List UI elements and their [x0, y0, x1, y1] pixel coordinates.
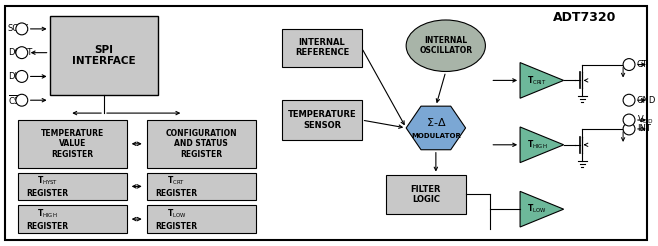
Bar: [147, 120, 255, 168]
Text: 2: 2: [19, 48, 24, 57]
Circle shape: [16, 47, 28, 59]
Text: INTERNAL
OSCILLATOR: INTERNAL OSCILLATOR: [419, 36, 472, 55]
Circle shape: [623, 94, 635, 106]
Text: T$_{\mathsf{HIGH}}$
REGISTER: T$_{\mathsf{HIGH}}$ REGISTER: [26, 208, 68, 231]
Bar: [18, 172, 127, 200]
Circle shape: [16, 94, 28, 106]
Text: 4: 4: [19, 96, 24, 105]
Ellipse shape: [406, 20, 486, 72]
Bar: [49, 16, 159, 95]
Circle shape: [623, 114, 635, 126]
Text: SCLK: SCLK: [8, 24, 29, 33]
Text: TEMPERATURE
SENSOR: TEMPERATURE SENSOR: [288, 110, 356, 130]
Text: 8: 8: [626, 117, 632, 123]
Text: 1: 1: [19, 24, 24, 33]
Text: SPI
INTERFACE: SPI INTERFACE: [72, 45, 136, 66]
Text: DOUT: DOUT: [8, 48, 32, 57]
Text: T$_{\mathsf{CRT}}$
REGISTER: T$_{\mathsf{CRT}}$ REGISTER: [155, 175, 197, 198]
Text: INT: INT: [637, 124, 651, 133]
Text: ADT7320: ADT7320: [553, 11, 616, 24]
Text: 7: 7: [626, 97, 632, 103]
Polygon shape: [406, 106, 466, 150]
Text: CT: CT: [637, 60, 648, 69]
Text: CONFIGURATION
AND STATUS
REGISTER: CONFIGURATION AND STATUS REGISTER: [165, 129, 237, 159]
Bar: [147, 172, 255, 200]
Text: TEMPERATURE
VALUE
REGISTER: TEMPERATURE VALUE REGISTER: [41, 129, 104, 159]
Bar: [18, 205, 127, 233]
Text: T$_{\mathsf{LOW}}$
REGISTER: T$_{\mathsf{LOW}}$ REGISTER: [155, 208, 197, 231]
Text: MODULATOR: MODULATOR: [411, 133, 461, 139]
Text: T$_{\mathsf{HIGH}}$: T$_{\mathsf{HIGH}}$: [526, 138, 547, 151]
Text: 6: 6: [626, 62, 632, 68]
Text: T$_{\mathsf{HYST}}$
REGISTER: T$_{\mathsf{HYST}}$ REGISTER: [26, 175, 68, 198]
Circle shape: [16, 23, 28, 35]
Polygon shape: [520, 191, 564, 227]
Bar: [282, 100, 362, 140]
Text: INTERNAL
REFERENCE: INTERNAL REFERENCE: [295, 38, 349, 57]
Bar: [282, 29, 362, 66]
Text: T$_{\mathsf{LOW}}$: T$_{\mathsf{LOW}}$: [527, 203, 547, 215]
Polygon shape: [520, 62, 564, 98]
Bar: [386, 174, 466, 214]
Polygon shape: [520, 127, 564, 163]
Bar: [18, 120, 127, 168]
Text: GND: GND: [637, 96, 656, 105]
Circle shape: [623, 59, 635, 71]
Circle shape: [623, 123, 635, 135]
Text: T$_{\mathsf{CRIT}}$: T$_{\mathsf{CRIT}}$: [527, 74, 547, 87]
Text: FILTER
LOGIC: FILTER LOGIC: [411, 185, 442, 204]
Text: $\overline{\mathrm{CS}}$: $\overline{\mathrm{CS}}$: [8, 93, 21, 107]
Text: $\Sigma$-$\Delta$: $\Sigma$-$\Delta$: [426, 116, 446, 128]
Text: V$_{\mathsf{DD}}$: V$_{\mathsf{DD}}$: [637, 114, 653, 126]
Bar: [147, 205, 255, 233]
Circle shape: [16, 71, 28, 82]
Text: DIN: DIN: [8, 72, 23, 81]
Text: 5: 5: [626, 126, 632, 132]
Text: 3: 3: [19, 72, 24, 81]
